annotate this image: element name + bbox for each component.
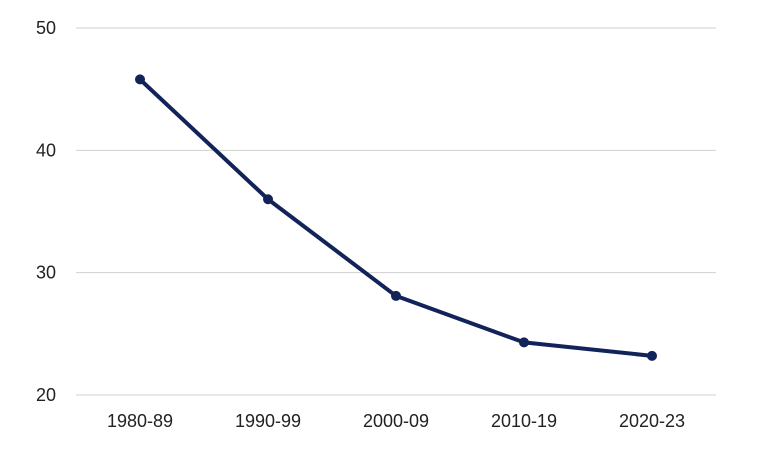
x-axis-ticks: 1980-89 1990-99 2000-09 2010-19 2020-23 xyxy=(107,411,685,431)
y-tick-label: 20 xyxy=(36,385,56,405)
x-tick-label: 1980-89 xyxy=(107,411,173,431)
y-tick-label: 40 xyxy=(36,140,56,160)
data-point xyxy=(263,194,273,205)
y-tick-label: 30 xyxy=(36,263,56,283)
x-tick-label: 2000-09 xyxy=(363,411,429,431)
series-layer xyxy=(135,74,657,361)
x-tick-label: 2010-19 xyxy=(491,411,557,431)
x-tick-label: 2020-23 xyxy=(619,411,685,431)
x-tick-label: 1990-99 xyxy=(235,411,301,431)
data-point xyxy=(647,350,657,361)
y-axis-ticks: 20 30 40 50 xyxy=(36,18,56,405)
data-point xyxy=(135,74,145,85)
data-point xyxy=(519,337,529,348)
y-tick-label: 50 xyxy=(36,18,56,38)
data-point xyxy=(391,290,401,301)
grid-layer xyxy=(76,27,716,396)
series-line xyxy=(138,77,654,358)
